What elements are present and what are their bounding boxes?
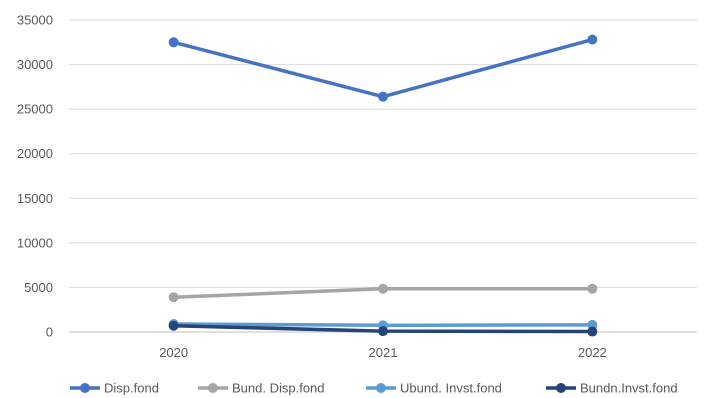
- y-tick-label: 20000: [17, 146, 53, 161]
- series-line: [171, 37, 595, 99]
- data-point: [587, 34, 598, 45]
- x-tick-label: 2021: [369, 345, 398, 360]
- legend-item: Bund. Disp.fond: [198, 381, 325, 396]
- legend-swatch-marker: [556, 383, 566, 393]
- y-tick-label: 25000: [17, 102, 53, 117]
- legend: Disp.fond Bund. Disp.fond Ubund. Invst.fon…: [70, 381, 678, 396]
- y-tick-label: 30000: [17, 57, 53, 72]
- series-0: [168, 34, 598, 102]
- series-lines: [168, 34, 598, 337]
- legend-label: Ubund. Invst.fond: [400, 381, 502, 396]
- legend-item: Disp.fond: [70, 381, 159, 396]
- y-tick-label: 5000: [24, 280, 53, 295]
- data-point: [378, 326, 388, 337]
- x-tick-label: 2022: [578, 345, 607, 360]
- legend-label: Bund. Disp.fond: [232, 381, 325, 396]
- y-tick-label: 15000: [17, 191, 53, 206]
- data-point: [587, 283, 598, 294]
- data-point: [587, 326, 598, 337]
- gridlines: [69, 19, 697, 333]
- legend-item: Bundn.Invst.fond: [546, 381, 678, 396]
- y-tick-label: 10000: [17, 235, 53, 250]
- x-axis-tick-labels: 2020 2021 2022: [159, 345, 607, 360]
- data-point: [168, 37, 179, 48]
- legend-swatch-marker: [208, 383, 218, 393]
- data-point: [378, 91, 388, 102]
- y-axis-tick-labels: 0 5000 10000 15000 20000 25000 30000 35000: [17, 13, 53, 340]
- legend-swatch-marker: [376, 383, 386, 393]
- y-tick-label: 0: [46, 325, 53, 340]
- series-3: [168, 320, 598, 337]
- data-point: [168, 292, 179, 303]
- y-tick-label: 35000: [17, 13, 53, 28]
- data-point: [168, 320, 179, 331]
- series-1: [168, 283, 598, 303]
- legend-label: Disp.fond: [104, 381, 159, 396]
- legend-label: Bundn.Invst.fond: [580, 381, 678, 396]
- data-point: [378, 283, 388, 294]
- x-tick-label: 2020: [159, 345, 188, 360]
- legend-item: Ubund. Invst.fond: [366, 381, 502, 396]
- legend-swatch-marker: [80, 383, 90, 393]
